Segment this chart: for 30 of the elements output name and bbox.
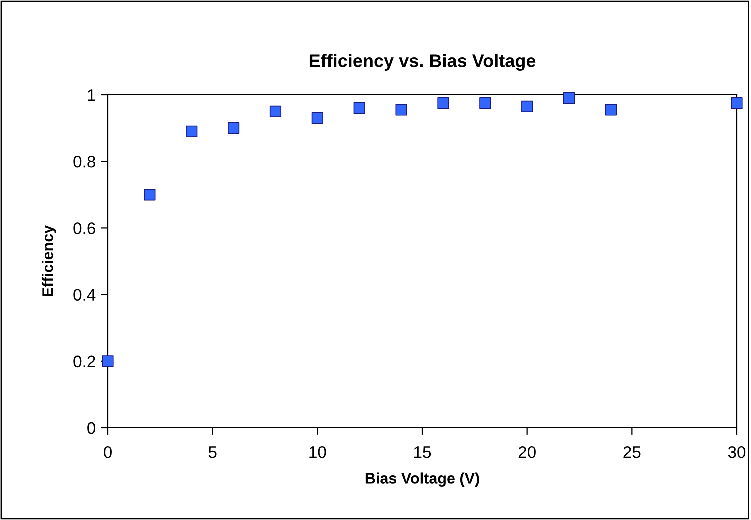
point: [312, 112, 324, 124]
y-axis-title: Efficiency: [42, 225, 56, 297]
x-tick-label: 0: [104, 446, 112, 458]
point: [354, 102, 366, 114]
x-axis-title: Bias Voltage (V): [366, 472, 480, 488]
y-tick-label: 0.4: [74, 289, 96, 302]
point: [102, 356, 114, 368]
point: [270, 106, 282, 118]
x-tick-label: 30: [728, 446, 746, 458]
point: [731, 98, 743, 110]
point: [480, 98, 492, 110]
y-tick-label: 1: [88, 90, 96, 102]
x-tick-label: 10: [310, 446, 326, 458]
x-tick-label: 25: [624, 446, 641, 458]
point: [522, 100, 534, 112]
chart-title: Efficiency vs. Bias Voltage: [310, 54, 536, 72]
point: [144, 189, 156, 201]
point: [228, 122, 240, 134]
point: [438, 98, 450, 110]
x-tick-label: 15: [414, 446, 432, 458]
y-tick-label: 0: [88, 422, 96, 434]
point: [605, 104, 617, 116]
y-tick-label: 0.2: [74, 356, 96, 368]
point: [186, 126, 198, 138]
point: [563, 92, 576, 104]
point: [396, 104, 408, 116]
x-tick-label: 5: [208, 446, 217, 458]
y-tick-label: 0.6: [74, 222, 96, 234]
y-tick-label: 0.8: [74, 156, 96, 168]
x-tick-label: 20: [518, 446, 536, 458]
